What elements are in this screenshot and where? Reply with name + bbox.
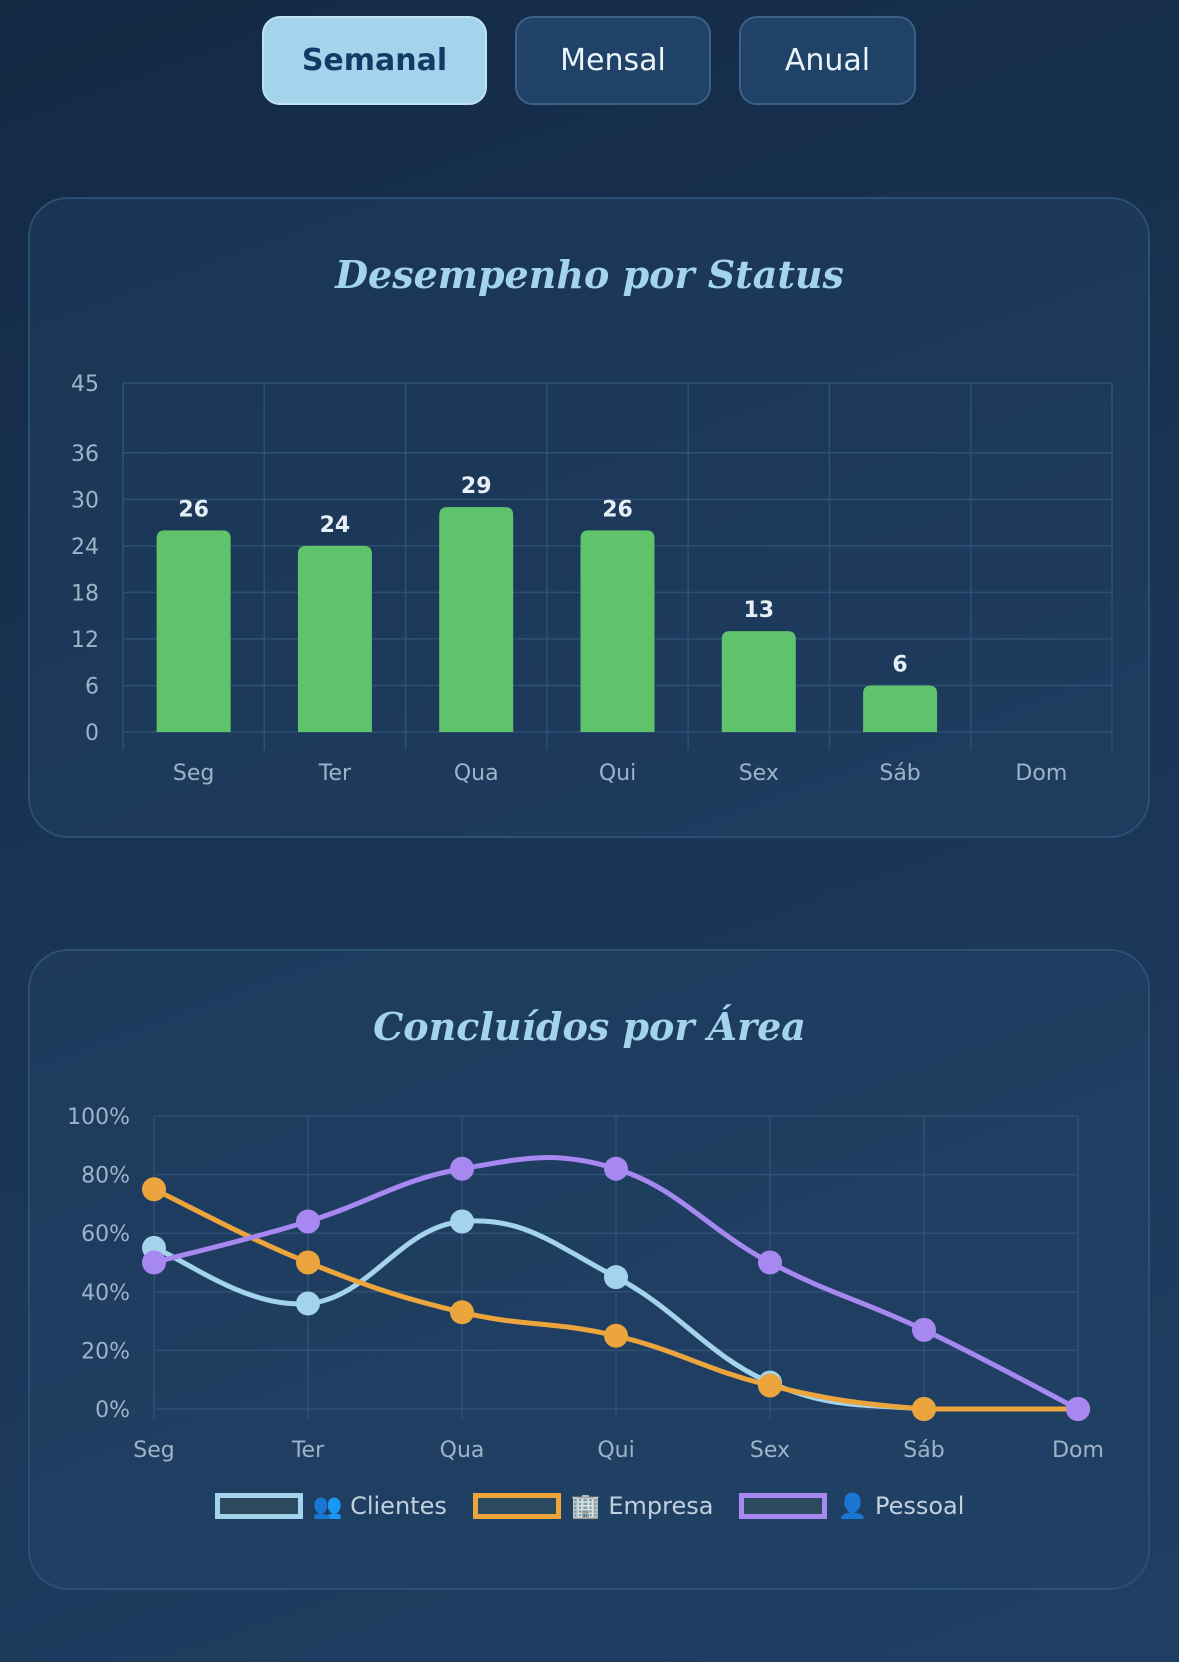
legend-label: 👤 Pessoal — [837, 1492, 965, 1520]
data-point — [604, 1156, 628, 1181]
x-tick-label: Dom — [1015, 761, 1067, 786]
y-tick-label: 20% — [81, 1339, 130, 1364]
y-tick-label: 6 — [85, 674, 99, 699]
y-tick-label: 100% — [67, 1105, 130, 1130]
y-tick-label: 45 — [71, 372, 99, 397]
data-point — [296, 1209, 320, 1234]
data-point — [142, 1250, 166, 1275]
bar-data-label: 13 — [743, 598, 774, 623]
legend-item-clientes[interactable]: 👥 Clientes — [214, 1492, 447, 1520]
y-tick-label: 80% — [81, 1164, 130, 1189]
y-tick-label: 24 — [71, 535, 99, 560]
data-point — [142, 1177, 166, 1202]
legend-swatch — [472, 1493, 561, 1519]
x-tick-label: Qua — [440, 1438, 485, 1463]
legend-label: 👥 Clientes — [312, 1492, 447, 1520]
line-chart-title: Concluídos por Área — [373, 1004, 806, 1049]
tab-semanal[interactable]: Semanal — [262, 16, 487, 105]
x-tick-label: Sex — [739, 761, 779, 786]
legend-swatch — [214, 1493, 303, 1519]
bar-data-label: 26 — [602, 497, 633, 522]
bar-data-label: 24 — [320, 513, 351, 538]
bar-chart-title: Desempenho por Status — [335, 252, 844, 297]
data-point — [758, 1373, 782, 1398]
x-tick-label: Qua — [454, 761, 499, 786]
tab-mensal[interactable]: Mensal — [515, 16, 711, 105]
x-tick-label: Seg — [173, 761, 214, 786]
bar-data-label: 26 — [178, 497, 209, 522]
bar — [156, 530, 231, 732]
x-tick-label: Ter — [318, 761, 352, 786]
data-point — [912, 1317, 936, 1342]
y-tick-label: 0% — [95, 1398, 130, 1423]
x-tick-label: Qui — [597, 1438, 634, 1463]
bar — [439, 507, 514, 732]
legend-label: 🏢 Empresa — [570, 1492, 714, 1520]
y-tick-label: 0 — [85, 721, 99, 746]
data-point — [450, 1300, 474, 1325]
line-chart-card — [28, 949, 1150, 1590]
bar — [863, 685, 938, 732]
y-tick-label: 60% — [81, 1222, 130, 1247]
bar-data-label: 29 — [461, 474, 492, 499]
y-tick-label: 18 — [71, 581, 99, 606]
bar — [297, 545, 372, 732]
bar-data-label: 6 — [892, 652, 907, 677]
data-point — [604, 1323, 628, 1348]
line-chart-legend: 👥 Clientes 🏢 Empresa 👤 Pessoal — [0, 1492, 1179, 1520]
data-point — [1066, 1397, 1090, 1421]
x-tick-label: Sex — [750, 1438, 790, 1463]
y-tick-label: 12 — [71, 628, 99, 653]
y-tick-label: 30 — [71, 488, 99, 513]
data-point — [296, 1250, 320, 1275]
bar — [580, 530, 655, 732]
x-tick-label: Sáb — [879, 761, 920, 786]
x-tick-label: Qui — [599, 761, 636, 786]
legend-swatch — [739, 1493, 828, 1519]
bar — [721, 631, 796, 732]
x-tick-label: Dom — [1052, 1438, 1104, 1463]
data-point — [912, 1397, 936, 1421]
data-point — [758, 1250, 782, 1275]
x-tick-label: Ter — [291, 1438, 325, 1463]
y-tick-label: 40% — [81, 1281, 130, 1306]
data-point — [604, 1265, 628, 1290]
data-point — [450, 1156, 474, 1181]
x-tick-label: Seg — [133, 1438, 174, 1463]
legend-item-pessoal[interactable]: 👤 Pessoal — [739, 1492, 964, 1520]
tab-anual[interactable]: Anual — [739, 16, 916, 105]
data-point — [450, 1209, 474, 1234]
data-point — [296, 1291, 320, 1316]
legend-item-empresa[interactable]: 🏢 Empresa — [472, 1492, 714, 1520]
x-tick-label: Sáb — [903, 1438, 944, 1463]
y-tick-label: 36 — [71, 442, 99, 467]
